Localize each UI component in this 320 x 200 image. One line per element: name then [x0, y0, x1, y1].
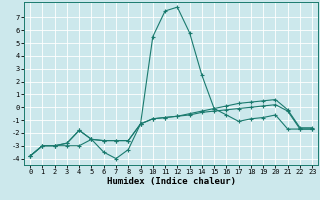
X-axis label: Humidex (Indice chaleur): Humidex (Indice chaleur) — [107, 177, 236, 186]
